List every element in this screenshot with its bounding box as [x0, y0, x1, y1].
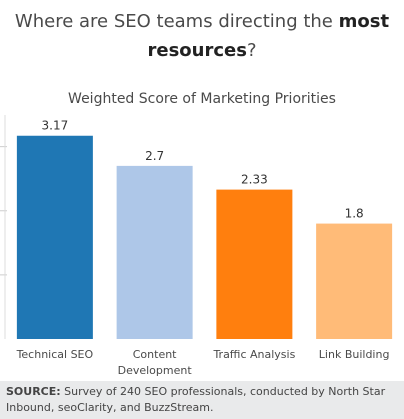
title-text-1: Where are SEO teams directing the — [14, 11, 339, 32]
source-note: SOURCE: Survey of 240 SEO professionals,… — [0, 381, 404, 419]
title-bold-2: resources — [147, 40, 247, 61]
bar — [116, 165, 193, 339]
x-tick-label: Technical SEO — [16, 348, 94, 361]
source-text: Survey of 240 SEO professionals, conduct… — [6, 385, 386, 414]
data-label: 3.17 — [42, 119, 69, 133]
title-bold-1: most — [338, 11, 390, 32]
chart-header: Where are SEO teams directing the most re… — [0, 0, 404, 77]
data-label: 2.7 — [145, 149, 164, 163]
chart-subtitle: Weighted Score of Marketing Priorities — [68, 91, 336, 107]
chart-panel: Weighted Score of Marketing Priorities 3… — [0, 77, 404, 381]
x-tick-label: Development — [118, 364, 193, 377]
title-end: ? — [246, 40, 257, 61]
bar — [316, 223, 393, 339]
chart-title: Where are SEO teams directing the most re… — [0, 7, 404, 65]
data-label: 1.8 — [345, 207, 364, 221]
bar-chart: 3.17 Technical SEO 2.7 Content Development 2.… — [0, 115, 393, 377]
x-tick-label: Link Building — [319, 348, 390, 361]
x-tick-label: Content — [133, 348, 177, 361]
data-label: 2.33 — [241, 173, 268, 187]
bar — [16, 135, 93, 339]
bar — [216, 189, 293, 339]
source-label: SOURCE: — [6, 385, 61, 398]
x-tick-label: Traffic Analysis — [212, 348, 295, 361]
